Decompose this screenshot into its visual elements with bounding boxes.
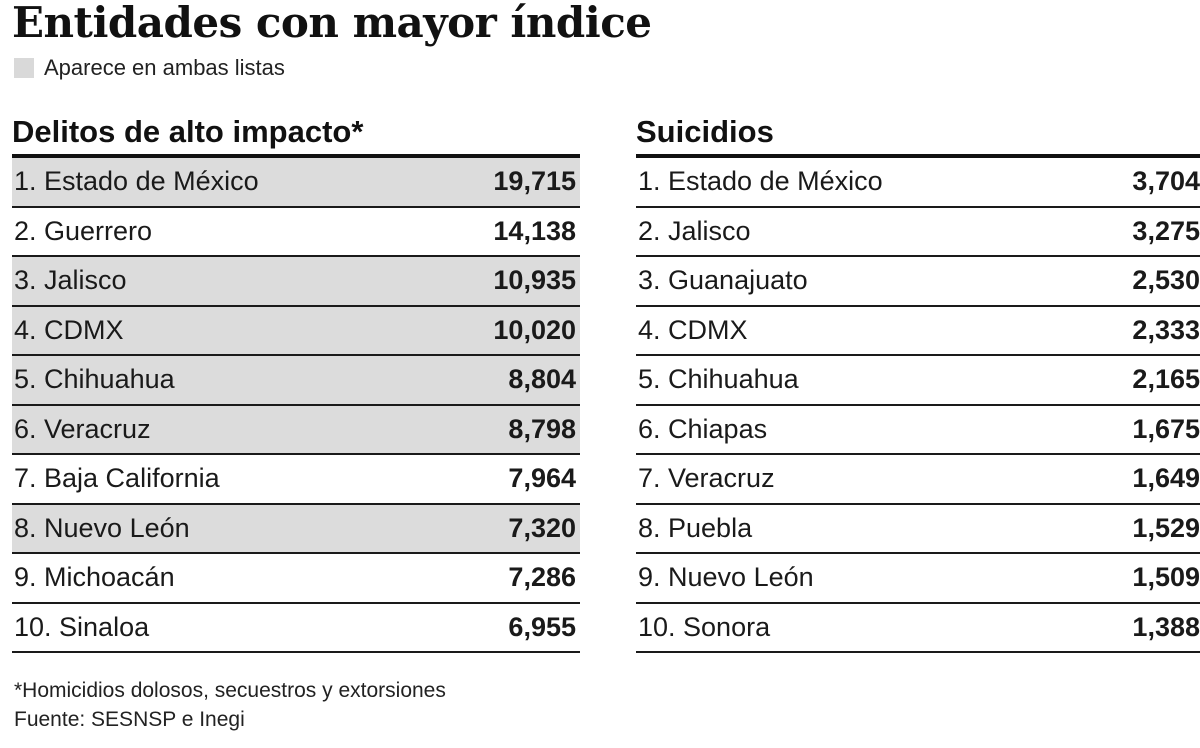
row-value: 7,964 [508, 463, 576, 494]
notes: *Homicidios dolosos, secuestros y extors… [14, 676, 446, 734]
row-value: 8,798 [508, 413, 576, 444]
table-suicidios: Suicidios 1. Estado de México 3,704 2. Jal… [636, 110, 1200, 653]
row-value: 1,675 [1132, 413, 1200, 444]
table-row: 1. Estado de México 19,715 [12, 158, 580, 208]
table-row: 10. Sinaloa 6,955 [12, 604, 580, 653]
row-value: 2,530 [1132, 265, 1200, 296]
row-value: 7,286 [508, 562, 576, 593]
row-value: 2,165 [1132, 364, 1200, 395]
row-name: 2. Jalisco [638, 215, 751, 246]
table-rows: 1. Estado de México 19,715 2. Guerrero 14,1… [12, 158, 580, 653]
table-row: 2. Guerrero 14,138 [12, 208, 580, 257]
table-row: 7. Veracruz 1,649 [636, 455, 1200, 505]
table-row: 6. Chiapas 1,675 [636, 406, 1200, 455]
table-row: 8. Nuevo León 7,320 [12, 504, 580, 554]
table-row: 5. Chihuahua 2,165 [636, 356, 1200, 406]
row-name: 8. Puebla [638, 512, 753, 543]
table-row: 4. CDMX 10,020 [12, 306, 580, 356]
row-name: 9. Nuevo León [638, 562, 814, 593]
table-title: Delitos de alto impacto* [12, 114, 364, 149]
table-rows: 1. Estado de México 3,704 2. Jalisco 3,275 3… [636, 158, 1200, 653]
row-name: 4. CDMX [14, 314, 124, 345]
row-name: 2. Guerrero [14, 215, 153, 246]
row-value: 10,020 [493, 314, 576, 345]
row-value: 3,275 [1132, 215, 1200, 246]
row-name: 1. Estado de México [638, 166, 883, 197]
row-value: 14,138 [493, 215, 576, 246]
table-row: 5. Chihuahua 8,804 [12, 356, 580, 406]
row-name: 10. Sonora [638, 611, 771, 642]
table-row: 9. Nuevo León 1,509 [636, 554, 1200, 604]
row-value: 2,333 [1132, 314, 1200, 345]
row-name: 8. Nuevo León [14, 512, 190, 543]
row-value: 3,704 [1132, 166, 1200, 197]
row-value: 1,388 [1132, 611, 1200, 642]
legend: Aparece en ambas listas [14, 55, 285, 80]
row-name: 3. Guanajuato [638, 265, 808, 296]
table-row: 8. Puebla 1,529 [636, 505, 1200, 554]
row-name: 5. Chihuahua [638, 364, 799, 395]
table-row: 2. Jalisco 3,275 [636, 208, 1200, 257]
row-value: 7,320 [508, 512, 576, 543]
table-rule [12, 154, 580, 158]
row-value: 1,649 [1132, 463, 1200, 494]
row-name: 10. Sinaloa [14, 611, 150, 642]
table-delitos: Delitos de alto impacto* 1. Estado de Mé… [12, 110, 580, 653]
row-name: 9. Michoacán [14, 562, 175, 593]
legend-label: Aparece en ambas listas [44, 55, 285, 80]
row-name: 7. Baja California [14, 463, 220, 494]
row-value: 1,529 [1132, 512, 1200, 543]
source-note: Fuente: SESNSP e Inegi [14, 708, 245, 731]
table-row: 6. Veracruz 8,798 [12, 405, 580, 455]
legend-swatch [14, 58, 34, 78]
table-row: 9. Michoacán 7,286 [12, 554, 580, 604]
row-name: 5. Chihuahua [14, 364, 175, 395]
row-value: 19,715 [493, 166, 576, 197]
row-name: 7. Veracruz [638, 463, 775, 494]
footnote: *Homicidios dolosos, secuestros y extors… [14, 679, 446, 702]
table-rule [636, 154, 1200, 158]
table-title: Suicidios [636, 114, 774, 149]
row-name: 1. Estado de México [14, 166, 259, 197]
table-row: 4. CDMX 2,333 [636, 307, 1200, 356]
row-value: 1,509 [1132, 562, 1200, 593]
row-name: 4. CDMX [638, 314, 748, 345]
row-value: 6,955 [508, 611, 576, 642]
table-row: 7. Baja California 7,964 [12, 455, 580, 505]
table-row: 3. Guanajuato 2,530 [636, 257, 1200, 307]
table-row: 3. Jalisco 10,935 [12, 257, 580, 307]
row-name: 3. Jalisco [14, 265, 127, 296]
row-name: 6. Veracruz [14, 413, 151, 444]
page-title: Entidades con mayor índice [12, 0, 652, 47]
table-row: 1. Estado de México 3,704 [636, 158, 1200, 208]
row-value: 8,804 [508, 364, 576, 395]
row-value: 10,935 [493, 265, 576, 296]
table-row: 10. Sonora 1,388 [636, 604, 1200, 653]
row-name: 6. Chiapas [638, 413, 768, 444]
